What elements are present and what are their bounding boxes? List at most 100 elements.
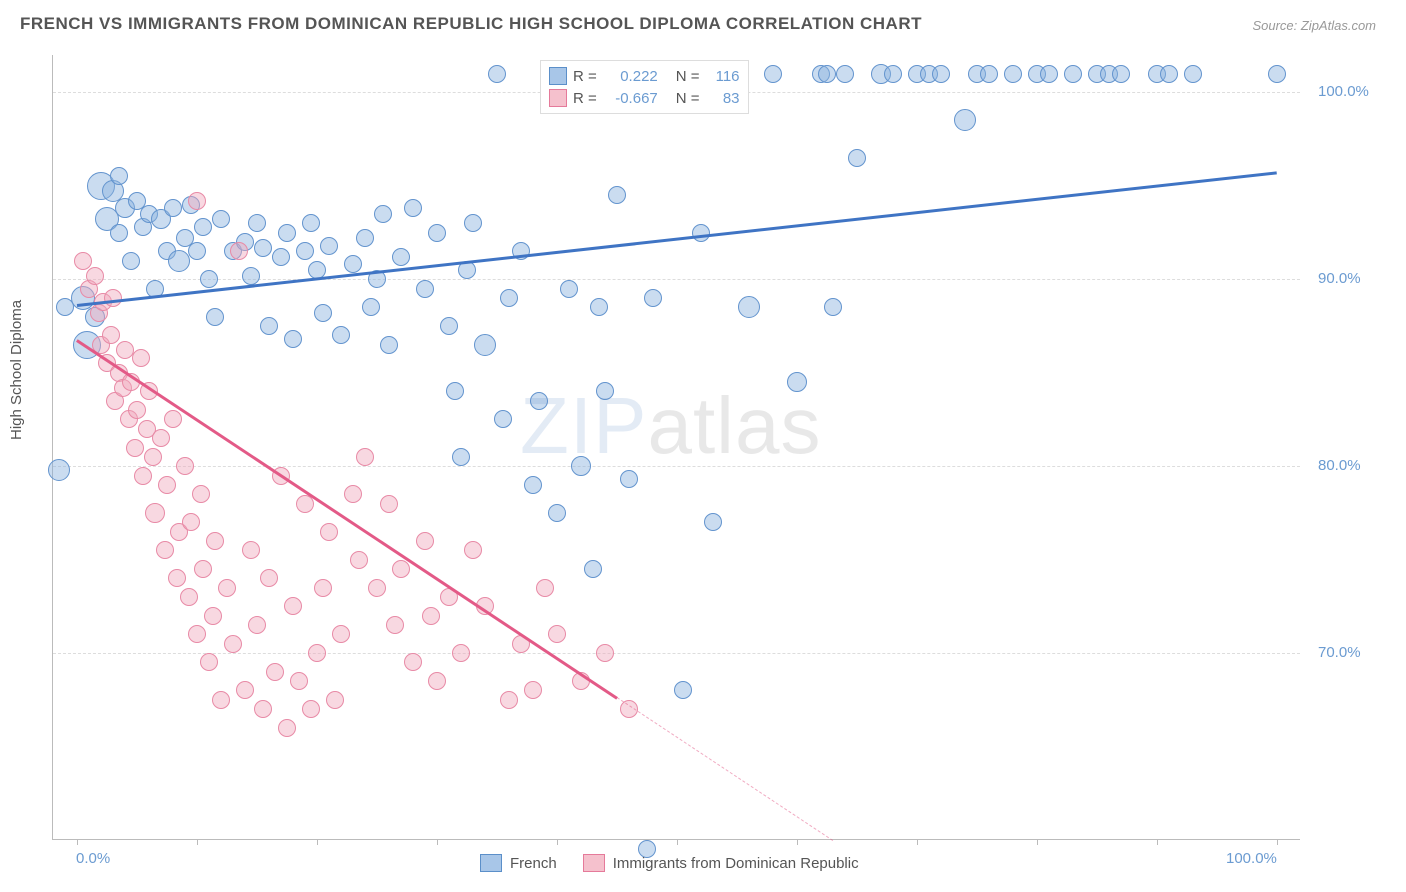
data-point — [1160, 65, 1178, 83]
data-point — [218, 579, 236, 597]
data-point — [320, 523, 338, 541]
data-point — [134, 467, 152, 485]
data-point — [350, 551, 368, 569]
data-point — [500, 691, 518, 709]
data-point — [524, 681, 542, 699]
source-label: Source: ZipAtlas.com — [1252, 18, 1376, 33]
data-point — [584, 560, 602, 578]
data-point — [500, 289, 518, 307]
data-point — [200, 270, 218, 288]
gridline — [53, 466, 1300, 467]
data-point — [620, 470, 638, 488]
data-point — [230, 242, 248, 260]
data-point — [848, 149, 866, 167]
data-point — [980, 65, 998, 83]
x-tick-label: 100.0% — [1226, 850, 1277, 867]
data-point — [296, 242, 314, 260]
data-point — [126, 439, 144, 457]
data-point — [206, 308, 224, 326]
data-point — [326, 691, 344, 709]
x-tick — [797, 839, 798, 845]
x-tick — [1037, 839, 1038, 845]
legend-correlation: R = 0.222N = 116 R = -0.667N = 83 — [540, 60, 749, 114]
data-point — [416, 280, 434, 298]
data-point — [272, 248, 290, 266]
data-point — [332, 625, 350, 643]
data-point — [284, 597, 302, 615]
data-point — [302, 214, 320, 232]
data-point — [164, 199, 182, 217]
data-point — [290, 672, 308, 690]
x-tick — [557, 839, 558, 845]
data-point — [188, 625, 206, 643]
data-point — [428, 672, 446, 690]
data-point — [608, 186, 626, 204]
data-point — [176, 457, 194, 475]
data-point — [596, 382, 614, 400]
data-point — [704, 513, 722, 531]
data-point — [954, 109, 976, 131]
data-point — [884, 65, 902, 83]
data-point — [104, 289, 122, 307]
x-tick — [677, 839, 678, 845]
data-point — [404, 653, 422, 671]
chart-title: FRENCH VS IMMIGRANTS FROM DOMINICAN REPU… — [20, 14, 922, 34]
data-point — [156, 541, 174, 559]
x-tick — [1277, 839, 1278, 845]
data-point — [86, 267, 104, 285]
data-point — [392, 560, 410, 578]
legend-swatch — [583, 854, 605, 872]
data-point — [452, 448, 470, 466]
gridline — [53, 279, 1300, 280]
data-point — [416, 532, 434, 550]
data-point — [180, 588, 198, 606]
data-point — [242, 541, 260, 559]
data-point — [102, 326, 120, 344]
data-point — [380, 495, 398, 513]
data-point — [206, 532, 224, 550]
y-tick-label: 80.0% — [1318, 457, 1398, 474]
x-tick — [437, 839, 438, 845]
data-point — [248, 616, 266, 634]
data-point — [254, 700, 272, 718]
data-point — [380, 336, 398, 354]
data-point — [128, 401, 146, 419]
data-point — [224, 635, 242, 653]
y-tick-label: 90.0% — [1318, 270, 1398, 287]
data-point — [464, 214, 482, 232]
legend-label: Immigrants from Dominican Republic — [613, 855, 859, 872]
data-point — [320, 237, 338, 255]
legend-swatch — [480, 854, 502, 872]
data-point — [212, 210, 230, 228]
data-point — [428, 224, 446, 242]
data-point — [356, 448, 374, 466]
data-point — [787, 372, 807, 392]
data-point — [548, 504, 566, 522]
x-tick — [197, 839, 198, 845]
x-tick — [917, 839, 918, 845]
y-tick-label: 100.0% — [1318, 83, 1398, 100]
data-point — [692, 224, 710, 242]
y-axis-title: High School Diploma — [8, 300, 25, 440]
data-point — [278, 719, 296, 737]
data-point — [824, 298, 842, 316]
data-point — [192, 485, 210, 503]
data-point — [596, 644, 614, 662]
data-point — [266, 663, 284, 681]
data-point — [158, 476, 176, 494]
data-point — [260, 569, 278, 587]
plot-area — [52, 55, 1300, 840]
data-point — [356, 229, 374, 247]
data-point — [200, 653, 218, 671]
x-tick — [317, 839, 318, 845]
data-point — [464, 541, 482, 559]
data-point — [332, 326, 350, 344]
data-point — [392, 248, 410, 266]
data-point — [212, 691, 230, 709]
data-point — [1064, 65, 1082, 83]
data-point — [560, 280, 578, 298]
data-point — [368, 579, 386, 597]
data-point — [204, 607, 222, 625]
legend-row: R = -0.667N = 83 — [549, 87, 740, 109]
data-point — [144, 448, 162, 466]
